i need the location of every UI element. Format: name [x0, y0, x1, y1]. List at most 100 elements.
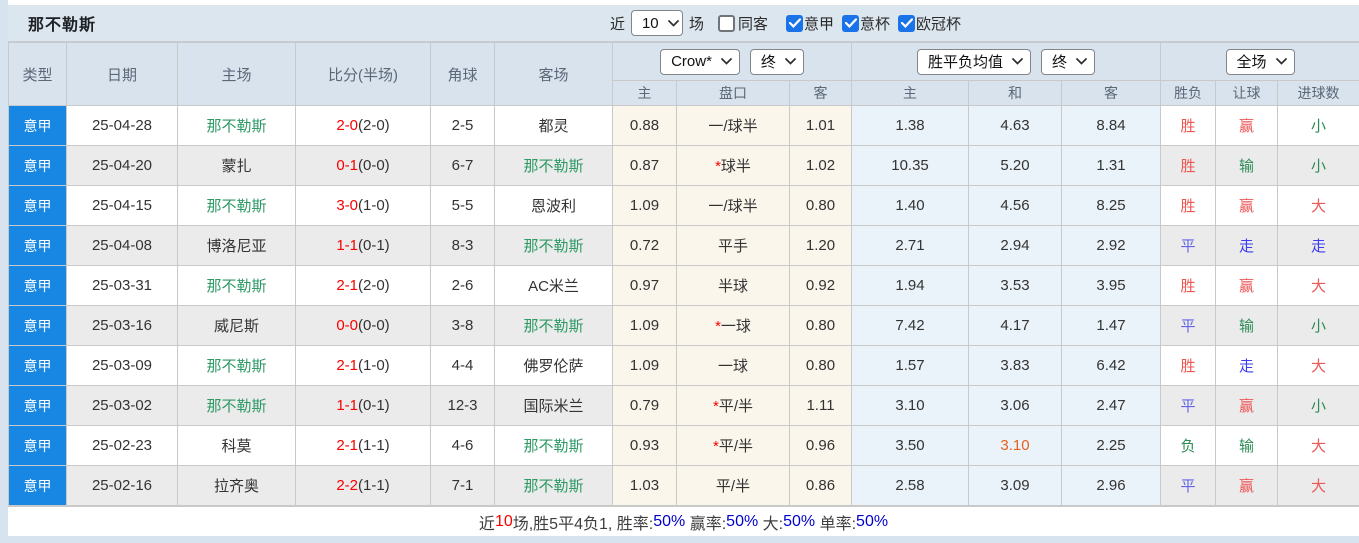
score-cell: 1-1(0-1): [295, 225, 431, 266]
halftime-score: (0-0): [358, 317, 390, 334]
avg-odds-away: 1.31: [1061, 145, 1162, 186]
handicap-text: 平手: [717, 238, 748, 255]
avg-odds-draw: 2.94: [968, 225, 1063, 266]
league-filter-checkbox[interactable]: 意杯: [842, 13, 890, 34]
result-goals: 大: [1277, 465, 1359, 506]
odds-home: 0.72: [612, 225, 677, 266]
recent-count-select[interactable]: 10: [630, 10, 683, 36]
handicap-text: 一球: [717, 358, 748, 375]
result-goals: 小: [1277, 385, 1359, 426]
avg-odds-select[interactable]: 胜平负均值: [917, 48, 1032, 75]
checkbox-label: 同客: [737, 15, 768, 33]
summary-segment: 赢率:: [685, 515, 727, 533]
odds-home: 0.87: [612, 145, 677, 186]
league-badge: 意甲: [8, 225, 67, 266]
checkbox-label: 意杯: [860, 15, 891, 33]
avg-odds-home: 3.50: [851, 425, 970, 466]
handicap-text: 半球: [717, 278, 748, 295]
handicap-text: 平/半: [718, 398, 753, 415]
handicap-text: 一/球半: [708, 118, 758, 135]
hot-star-marker: *: [715, 158, 721, 175]
matches-label: 场: [688, 15, 704, 33]
result-goals: 小: [1277, 305, 1359, 346]
league-badge: 意甲: [8, 305, 67, 346]
filter-controls: 近 10 场 同客 意甲 意杯 欧冠杯: [604, 10, 961, 36]
subcol-odds-away: 客: [788, 80, 853, 106]
summary-segment: 单率:: [815, 515, 857, 533]
avg-period-select[interactable]: 终: [1041, 48, 1096, 75]
fulltime-score: 1-1: [336, 237, 358, 254]
avg-odds-away: 2.47: [1061, 385, 1162, 426]
col-header-home: 主场: [177, 42, 296, 106]
fulltime-score: 2-2: [336, 477, 358, 494]
subcol-result-goals: 进球数: [1277, 80, 1359, 106]
league-badge: 意甲: [8, 105, 67, 146]
corners-cell: 3-8: [430, 305, 495, 346]
home-team: 博洛尼亚: [177, 225, 296, 266]
league-filter-checkbox[interactable]: 同客: [717, 13, 768, 34]
match-row: 意甲 25-03-02 那不勒斯 1-1(0-1) 12-3 国际米兰 0.79…: [8, 385, 1359, 426]
match-row: 意甲 25-03-09 那不勒斯 2-1(1-0) 4-4 佛罗伦萨 1.09 …: [8, 345, 1359, 386]
fulltime-score: 2-1: [336, 437, 358, 454]
match-date: 25-02-16: [66, 465, 178, 506]
subcol-result-wdl: 胜负: [1160, 80, 1217, 106]
checkbox-icon: [786, 14, 803, 32]
team-title: 那不勒斯: [28, 17, 97, 34]
avg-odds-home: 2.71: [851, 225, 970, 266]
corners-cell: 2-6: [430, 265, 495, 306]
league-filter-checkbox[interactable]: 意甲: [786, 13, 834, 34]
league-filter-checkbox[interactable]: 欧冠杯: [898, 13, 961, 34]
away-team: 都灵: [494, 105, 613, 146]
away-team: AC米兰: [494, 265, 613, 306]
avg-dropdown-cell: 胜平负均值 终: [851, 42, 1162, 81]
summary-segment: 50%: [856, 512, 889, 530]
odds-home: 0.88: [612, 105, 677, 146]
score-cell: 2-0(2-0): [295, 105, 431, 146]
league-badge: 意甲: [8, 425, 67, 466]
handicap-text: 球半: [720, 158, 751, 175]
match-date: 25-04-20: [66, 145, 178, 186]
match-scope-select[interactable]: 全场: [1225, 48, 1295, 75]
halftime-score: (0-1): [358, 237, 390, 254]
avg-odds-draw: 5.20: [968, 145, 1063, 186]
corners-cell: 4-4: [430, 345, 495, 386]
checkbox-icon: [898, 14, 916, 32]
odds-period-value: 终: [760, 54, 776, 71]
checkbox-icon: [842, 14, 860, 32]
away-team: 那不勒斯: [494, 465, 613, 506]
checkbox-label: 欧冠杯: [916, 15, 962, 33]
avg-odds-home: 2.58: [851, 465, 970, 506]
match-row: 意甲 25-04-28 那不勒斯 2-0(2-0) 2-5 都灵 0.88 一/…: [8, 105, 1359, 146]
result-wdl: 平: [1160, 385, 1217, 426]
handicap-text: 平/半: [715, 478, 751, 495]
subcol-avg-draw: 和: [968, 80, 1063, 106]
summary-segment: 10: [494, 512, 513, 530]
result-handicap: 输: [1215, 145, 1279, 186]
odds-away: 0.80: [788, 305, 853, 346]
odds-period-select[interactable]: 终: [749, 48, 804, 75]
score-cell: 2-1(1-1): [295, 425, 431, 466]
avg-odds-away: 3.95: [1061, 265, 1162, 306]
avg-odds-home: 1.57: [851, 345, 970, 386]
hot-star-marker: *: [712, 398, 719, 415]
fulltime-score: 0-0: [336, 317, 358, 334]
odds-away: 0.96: [788, 425, 853, 466]
away-team: 佛罗伦萨: [494, 345, 613, 386]
chevron-down-icon: [721, 58, 732, 65]
col-header-date: 日期: [66, 42, 178, 106]
match-date: 25-04-28: [66, 105, 178, 146]
result-handicap: 赢: [1215, 465, 1279, 506]
result-handicap: 赢: [1215, 385, 1279, 426]
avg-odds-away: 2.25: [1061, 425, 1162, 466]
match-row: 意甲 25-02-23 科莫 2-1(1-1) 4-6 那不勒斯 0.93 *平…: [8, 425, 1359, 466]
avg-odds-away: 8.25: [1061, 185, 1162, 226]
result-wdl: 胜: [1160, 145, 1217, 186]
halftime-score: (0-1): [358, 397, 390, 414]
result-wdl: 负: [1160, 425, 1217, 466]
hot-star-marker: *: [712, 438, 719, 455]
result-goals: 大: [1277, 345, 1359, 386]
match-date: 25-03-31: [66, 265, 178, 306]
league-badge: 意甲: [8, 265, 67, 306]
odds-company-select[interactable]: Crow*: [660, 48, 740, 75]
match-date: 25-03-02: [66, 385, 178, 426]
